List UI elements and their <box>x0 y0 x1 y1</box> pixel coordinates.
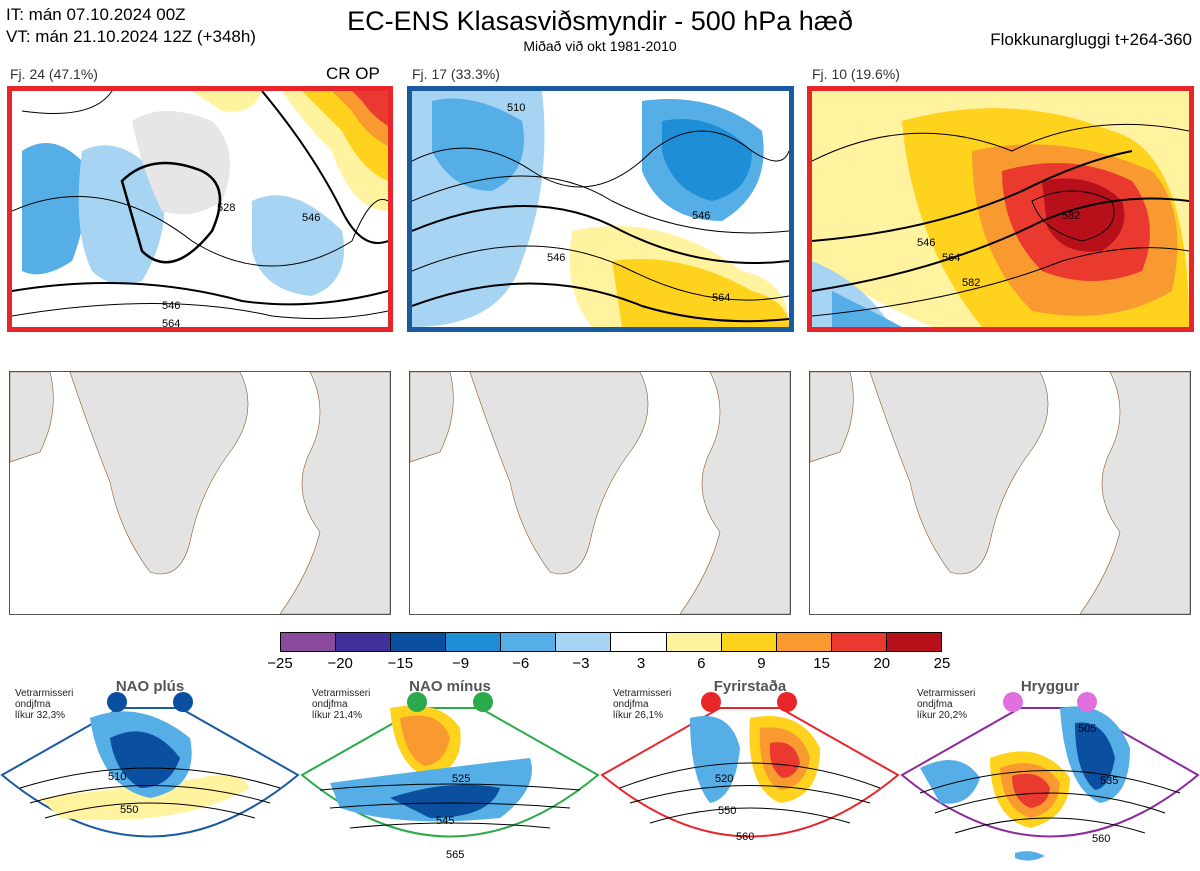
cluster-3-map[interactable]: 546 564 582 582 <box>807 86 1194 332</box>
regime-note: Vetrarmisseri ondjfma líkur 32,3% <box>15 688 73 721</box>
contour-label: 510 <box>108 771 126 783</box>
colorbar-cell <box>555 633 611 651</box>
page-title: EC-ENS Klasasviðsmyndir - 500 hPa hæð <box>347 6 853 36</box>
colorbar-tick-label: 15 <box>813 655 830 672</box>
clustering-window: Flokkunargluggi t+264-360 <box>990 30 1192 49</box>
regime-note-line: líkur 26,1% <box>613 710 664 721</box>
colorbar-tick-label: −15 <box>387 655 414 672</box>
cluster-1-map[interactable]: 546 564 528 546 <box>7 86 393 332</box>
regime-note-line: ondjfma <box>15 699 51 710</box>
header-run-info: IT: mán 07.10.2024 00Z VT: mán 21.10.202… <box>6 4 256 48</box>
colorbar-cell <box>830 633 886 651</box>
colorbar-tick-label: 25 <box>933 655 951 672</box>
contour-label: 564 <box>712 292 730 304</box>
regime-note-line: líkur 32,3% <box>15 710 66 721</box>
regime-note-line: Vetrarmisseri <box>15 688 74 699</box>
colorbar-cell <box>445 633 501 651</box>
colorbar <box>280 632 942 652</box>
page-subtitle: Miðað við okt 1981-2010 <box>523 38 677 54</box>
contour-label: 525 <box>452 773 470 785</box>
regime-note: Vetrarmisseri ondjfma líkur 21,4% <box>312 688 370 721</box>
regime-name: Fyrirstaða <box>713 678 787 695</box>
colorbar-tick-label: 3 <box>636 655 646 672</box>
colorbar-cell <box>390 633 446 651</box>
empty-map-3 <box>809 371 1191 615</box>
colorbar-cell <box>665 633 721 651</box>
cluster-3-label: Fj. 10 (19.6%) <box>812 66 900 82</box>
empty-map-2 <box>409 371 791 615</box>
regime-name: NAO mínus <box>409 678 491 695</box>
colorbar-tick-label: 20 <box>873 655 891 672</box>
contour-label: 582 <box>962 277 980 289</box>
regime-panel-ridge[interactable]: 505 535 560 Hryggur Vetrarmisseri ondjfm… <box>900 678 1200 871</box>
contour-label: 505 <box>1078 723 1096 735</box>
valid-time: VT: mán 21.10.2024 12Z (+348h) <box>6 27 256 46</box>
init-time: IT: mán 07.10.2024 00Z <box>6 5 186 24</box>
colorbar-cell <box>281 633 336 651</box>
colorbar-tick-label: 9 <box>757 655 766 672</box>
contour-label: 560 <box>736 831 754 843</box>
colorbar-cell <box>500 633 556 651</box>
colorbar-cell <box>610 633 666 651</box>
regime-row: 510 550 NAO plús Vetrarmisseri ondjfma l… <box>0 678 1200 871</box>
regime-name: Hryggur <box>1020 678 1080 695</box>
colorbar-tick-label: 6 <box>697 655 706 672</box>
regime-note-line: ondjfma <box>917 699 953 710</box>
contour-label: 560 <box>1092 833 1110 845</box>
regime-panel-nao-plus[interactable]: 510 550 NAO plús Vetrarmisseri ondjfma l… <box>0 678 300 871</box>
colorbar-cell <box>885 633 941 651</box>
regime-note-line: ondjfma <box>613 699 649 710</box>
colorbar-cell <box>775 633 831 651</box>
regime-note-line: ondjfma <box>312 699 348 710</box>
contour-label: 520 <box>715 773 733 785</box>
regime-note: Vetrarmisseri ondjfma líkur 20,2% <box>917 688 975 721</box>
colorbar-tick-label: −20 <box>327 655 353 672</box>
regime-note-line: Vetrarmisseri <box>917 688 976 699</box>
contour-label: 582 <box>1062 210 1080 222</box>
colorbar-tick-label: −3 <box>572 655 590 672</box>
cluster-1-tag: CR OP <box>326 64 380 83</box>
cluster-2-label: Fj. 17 (33.3%) <box>412 66 500 82</box>
contour-label: 528 <box>217 202 235 214</box>
colorbar-tick-label: −25 <box>267 655 293 672</box>
regime-note: Vetrarmisseri ondjfma líkur 26,1% <box>613 688 671 721</box>
colorbar-tick-label: −6 <box>512 655 530 672</box>
regime-note-line: Vetrarmisseri <box>312 688 371 699</box>
cluster-1-label: Fj. 24 (47.1%) <box>10 66 98 82</box>
contour-label: 546 <box>917 237 935 249</box>
regime-note-line: líkur 21,4% <box>312 710 363 721</box>
regime-note-line: líkur 20,2% <box>917 710 968 721</box>
contour-label: 546 <box>162 300 180 312</box>
regime-name: NAO plús <box>115 678 185 695</box>
colorbar-cell <box>335 633 391 651</box>
empty-map-1 <box>9 371 391 615</box>
contour-label: 546 <box>692 210 710 222</box>
contour-label: 535 <box>1100 775 1118 787</box>
colorbar-cell <box>720 633 776 651</box>
cluster-2-map[interactable]: 510 546 546 564 <box>407 86 794 332</box>
contour-label: 564 <box>942 252 960 264</box>
regime-panel-nao-minus[interactable]: 525 545 565 NAO mínus Vetrarmisseri ondj… <box>300 678 600 871</box>
contour-label: 510 <box>507 102 525 114</box>
contour-label: 545 <box>436 815 454 827</box>
colorbar-tick-label: −9 <box>451 655 470 672</box>
contour-label: 550 <box>120 804 138 816</box>
contour-label: 564 <box>162 318 180 327</box>
regime-panel-blocking[interactable]: 520 550 560 Fyrirstaða Vetrarmisseri ond… <box>600 678 900 871</box>
contour-label: 565 <box>446 849 464 861</box>
contour-label: 546 <box>547 252 565 264</box>
regime-note-line: Vetrarmisseri <box>613 688 672 699</box>
contour-label: 550 <box>718 805 736 817</box>
contour-label: 546 <box>302 212 320 224</box>
